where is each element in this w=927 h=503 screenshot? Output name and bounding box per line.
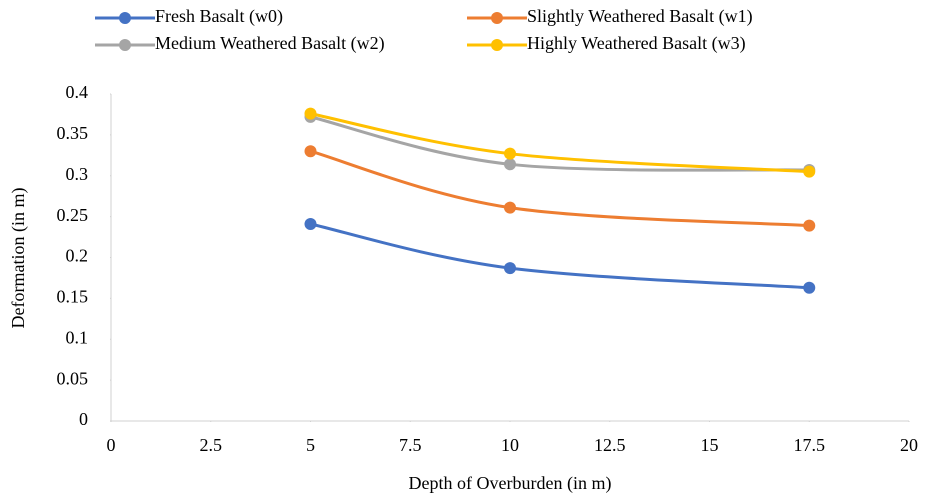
data-point [803, 165, 816, 178]
y-tick-label: 0.4 [66, 82, 89, 102]
x-tick-label: 12.5 [594, 435, 626, 455]
data-point [504, 262, 516, 275]
data-point [504, 201, 516, 214]
data-point [304, 107, 317, 120]
legend-label: Highly Weathered Basalt (w3) [527, 33, 746, 54]
x-tick-label: 15 [701, 435, 719, 455]
x-tick-label: 2.5 [200, 435, 223, 455]
x-tick-label: 10 [501, 435, 519, 455]
legend-marker [119, 39, 131, 51]
data-point [803, 219, 816, 232]
x-tick-label: 7.5 [399, 435, 422, 455]
legend-marker [491, 39, 503, 51]
x-tick-label: 17.5 [794, 435, 826, 455]
x-tick-label: 5 [306, 435, 315, 455]
y-tick-label: 0.35 [57, 123, 89, 143]
data-point [504, 147, 516, 160]
series-line [310, 149, 810, 228]
y-tick-label: 0.3 [66, 164, 89, 184]
y-tick-label: 0.05 [57, 368, 89, 388]
series-line [310, 222, 810, 290]
data-point [504, 158, 516, 171]
legend-label: Fresh Basalt (w0) [155, 6, 283, 27]
x-tick-label: 0 [107, 435, 116, 455]
y-tick-label: 0 [79, 409, 88, 429]
series-line [310, 115, 810, 172]
y-tick-label: 0.2 [66, 246, 89, 266]
legend-marker [119, 12, 131, 24]
legend-marker [491, 12, 503, 24]
x-tick-label: 20 [900, 435, 918, 455]
y-axis-title: Deformation (in m) [8, 188, 29, 329]
data-point [803, 281, 816, 294]
series-line [310, 112, 810, 174]
x-axis-title: Depth of Overburden (in m) [409, 473, 612, 494]
data-point [304, 145, 317, 158]
data-point [304, 217, 317, 230]
y-tick-label: 0.15 [57, 287, 89, 307]
legend-label: Slightly Weathered Basalt (w1) [527, 6, 753, 27]
y-tick-label: 0.1 [66, 327, 89, 347]
y-tick-label: 0.25 [57, 205, 89, 225]
legend-label: Medium Weathered Basalt (w2) [155, 33, 385, 54]
